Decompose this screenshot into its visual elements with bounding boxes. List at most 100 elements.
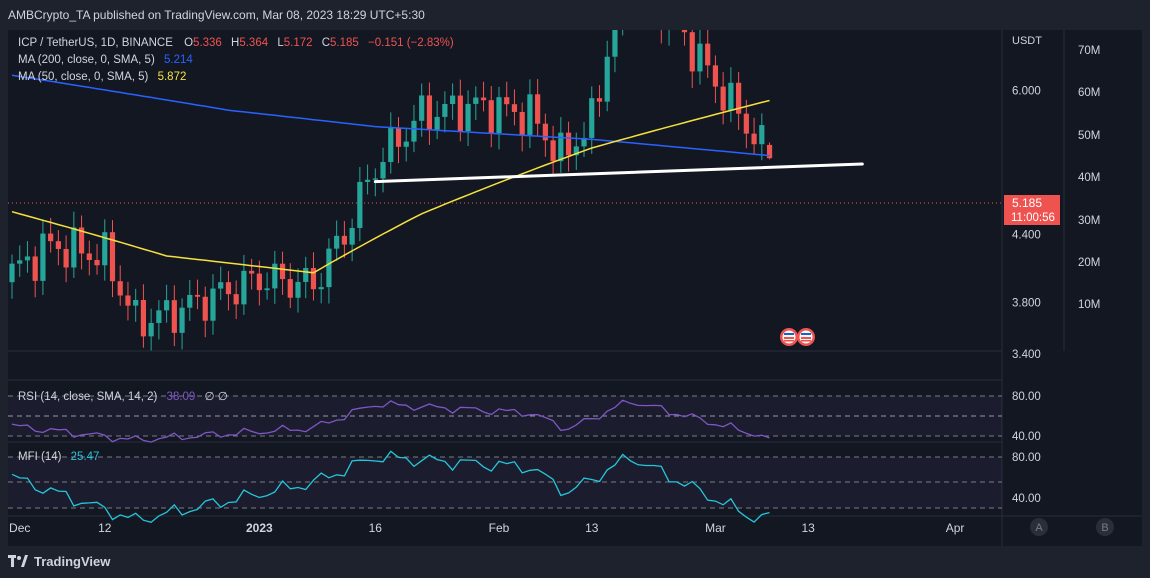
candle <box>310 252 317 301</box>
legend-h-label: H <box>231 37 239 49</box>
candle <box>473 86 479 121</box>
candle-body <box>434 116 440 130</box>
legend-ma200[interactable]: MA (200, close, 0, SMA, 5) 5.214 <box>18 54 193 66</box>
candle <box>40 219 46 295</box>
candle <box>218 266 224 300</box>
volume-tick-label: 30M <box>1078 215 1100 227</box>
candle <box>620 0 626 36</box>
ma200-line <box>11 74 770 157</box>
mfi-axis[interactable]: 80.00 40.00 <box>1012 452 1041 505</box>
rsi-tick-label: 40.00 <box>1012 431 1041 443</box>
chart-panel: ICP / TetherUS, 1D, BINANCE O5.336 H5.36… <box>8 0 1142 546</box>
candle <box>395 117 402 164</box>
candle-body <box>71 227 77 268</box>
candle <box>380 147 386 193</box>
mfi-value: 25.47 <box>71 451 100 463</box>
candle <box>450 83 456 120</box>
candle-body <box>364 179 371 182</box>
candle <box>256 260 262 306</box>
candle-body <box>450 95 456 104</box>
candle-body <box>465 103 471 132</box>
candle-body <box>550 140 556 162</box>
candle-body <box>759 125 765 145</box>
time-tick-label: Mar <box>705 521 726 535</box>
candle-body <box>17 260 23 264</box>
candle <box>442 91 448 133</box>
time-tick-label: 13 <box>802 521 816 535</box>
candle <box>117 265 123 306</box>
rsi-tick-label: 80.00 <box>1012 391 1041 403</box>
candle-body <box>272 263 278 289</box>
candle <box>666 0 672 46</box>
candle-body <box>535 94 541 124</box>
us-flag-event-icon[interactable] <box>797 328 815 346</box>
candle-body <box>565 132 572 156</box>
candle <box>94 244 100 275</box>
candle <box>187 279 193 321</box>
legend-mfi[interactable]: MFI (14) 25.47 <box>18 451 99 463</box>
candle <box>279 251 286 295</box>
candle-body <box>326 248 332 288</box>
candle-body <box>78 227 85 254</box>
auto-scale-button[interactable] <box>1030 518 1048 536</box>
candle-body <box>589 98 595 138</box>
candle <box>148 308 154 351</box>
candle <box>32 246 38 298</box>
candle <box>194 279 201 310</box>
candle-body <box>527 94 533 135</box>
chart-svg[interactable]: ICP / TetherUS, 1D, BINANCE O5.336 H5.36… <box>8 0 1142 546</box>
candle <box>357 166 363 242</box>
candle <box>426 82 433 145</box>
candle-body <box>558 132 564 162</box>
volume-axis[interactable]: 70M 60M 50M 40M 30M 20M 10M <box>1078 45 1100 311</box>
candle <box>504 81 510 117</box>
rsi-axis[interactable]: 80.00 40.00 <box>1012 391 1041 443</box>
ma50-value: 5.872 <box>158 71 187 83</box>
legend-o-label: O <box>184 37 193 49</box>
last-price-badge <box>1004 195 1060 225</box>
candle-body <box>241 270 247 305</box>
candle <box>233 280 239 320</box>
candle <box>488 85 494 148</box>
candle <box>133 288 139 322</box>
countdown-timer: 11:00:56 <box>1011 212 1055 224</box>
candle <box>272 250 278 304</box>
mfi-label: MFI (14) <box>18 451 62 463</box>
candle-body <box>457 95 463 132</box>
log-scale-button[interactable] <box>1096 518 1114 536</box>
candle-body <box>496 97 502 134</box>
candle-body <box>681 17 688 33</box>
candle <box>403 127 409 162</box>
candle-body <box>94 259 100 266</box>
volume-tick-label: 50M <box>1078 130 1100 142</box>
candle-body <box>751 133 757 145</box>
candle <box>689 22 695 88</box>
candle-body <box>697 43 703 72</box>
legend-high: 5.364 <box>239 37 268 49</box>
candle-body <box>388 128 394 163</box>
candle <box>264 272 270 300</box>
candle <box>334 220 340 261</box>
legend-rsi[interactable]: RSI (14, close, SMA, 14, 2) 38.09 ∅ ∅ <box>18 391 228 403</box>
candle-body <box>117 281 123 296</box>
time-tick-label: 16 <box>369 521 383 535</box>
candle-body <box>318 287 324 290</box>
candle <box>681 3 688 46</box>
candle-body <box>380 162 386 179</box>
candle-body <box>720 86 726 111</box>
candle <box>210 274 216 335</box>
us-flag-event-icon[interactable] <box>780 328 798 346</box>
candle-body <box>140 299 147 337</box>
candle <box>156 300 162 340</box>
candle-body <box>32 256 38 281</box>
tradingview-footer[interactable]: TradingView <box>8 548 110 574</box>
time-axis[interactable]: Dec 12 2023 16 Feb 13 Mar 13 Apr <box>9 521 964 535</box>
candle-body <box>612 19 618 57</box>
candle-body <box>334 235 340 249</box>
candle-body <box>426 95 433 130</box>
volume-tick-label: 70M <box>1078 45 1100 57</box>
legend-ma50[interactable]: MA (50, close, 0, SMA, 5) 5.872 <box>18 71 186 83</box>
tradingview-logo-icon <box>8 555 28 567</box>
legend-open: 5.336 <box>193 37 222 49</box>
